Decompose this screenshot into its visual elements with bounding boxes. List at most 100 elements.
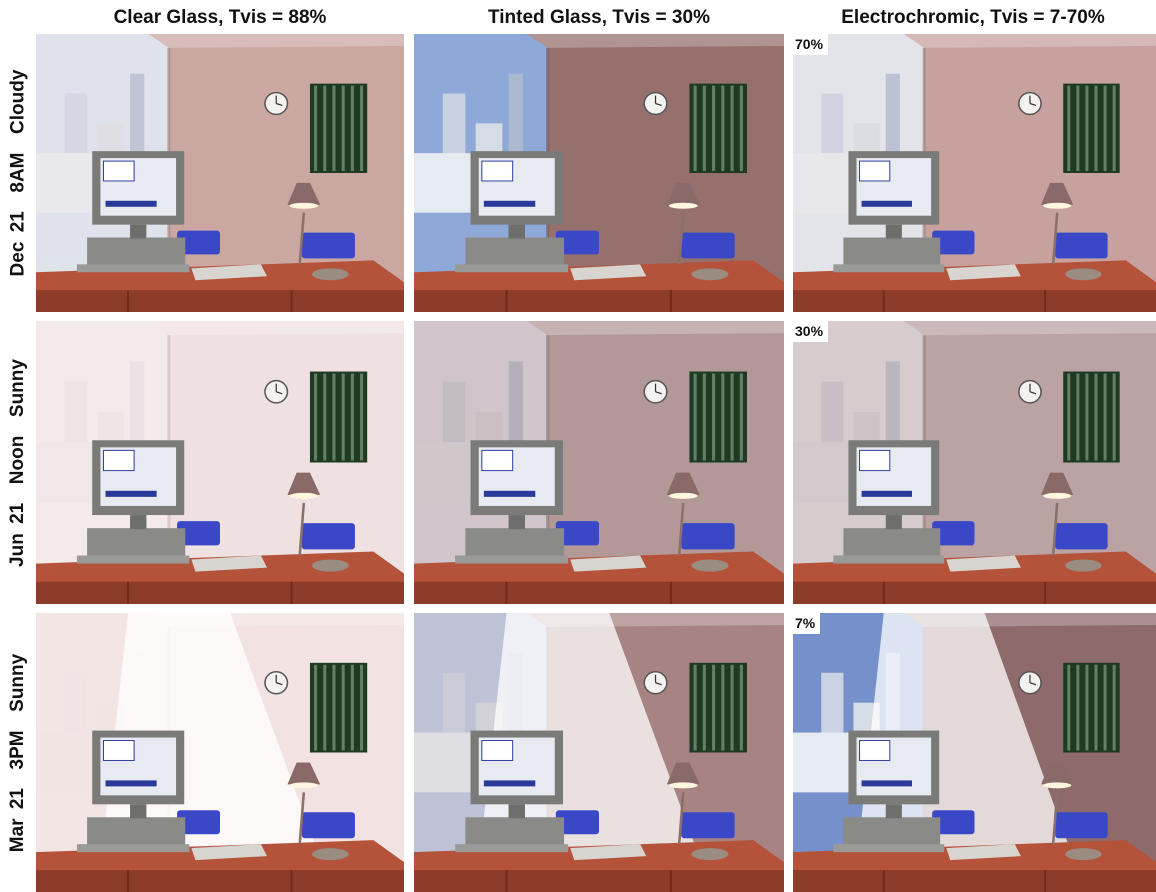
poster-tree [1112, 85, 1116, 172]
clock-hand [276, 391, 283, 395]
office-scene [793, 613, 1156, 892]
forest-poster [309, 662, 368, 753]
office-scene [414, 34, 784, 312]
poster-tree [739, 373, 743, 461]
poster-tree [314, 373, 318, 461]
screen-dialog [859, 449, 891, 472]
computer-case [465, 817, 565, 846]
poster-tree [1085, 85, 1089, 172]
poster-tree [1112, 664, 1116, 751]
chair [932, 810, 975, 835]
screen-window [861, 490, 912, 497]
lamp-shade [1041, 472, 1074, 495]
screen-dialog [859, 160, 891, 182]
poster-tree [341, 664, 345, 751]
poster-tree [332, 373, 336, 461]
papers [570, 844, 647, 861]
keyboard [455, 264, 569, 273]
lamp-shade [666, 182, 700, 205]
desk-front [36, 290, 404, 312]
desk-front [36, 870, 404, 892]
keyboard [455, 844, 569, 853]
row-label-mar-21: Mar 21 3PM Sunny [7, 653, 29, 852]
lamp-light [668, 202, 698, 209]
clock-hand [276, 682, 283, 686]
telephone [691, 848, 729, 861]
poster-tree [314, 664, 318, 751]
lamp-light [668, 492, 698, 499]
desk-front [414, 290, 784, 312]
desk-front [793, 290, 1156, 312]
computer-case [87, 528, 186, 557]
screen-window [861, 200, 912, 207]
screen-window [105, 490, 157, 497]
lamp-shade [287, 182, 321, 205]
monitor-stand [885, 804, 902, 819]
poster-tree [702, 373, 706, 461]
screen-dialog [481, 740, 514, 761]
poster-tree [332, 664, 336, 751]
papers [191, 555, 268, 572]
lamp-shade [666, 762, 700, 785]
office-scene [36, 34, 404, 312]
forest-poster [689, 371, 747, 463]
lamp-light [1043, 492, 1072, 499]
chair [555, 230, 599, 255]
lamp-light [289, 782, 319, 789]
poster-tree [341, 85, 345, 172]
ceiling [903, 321, 1156, 336]
screen-window [861, 780, 912, 787]
tint-level-label: 70% [793, 34, 829, 55]
monitor-stand [885, 224, 902, 239]
poster-tree [314, 85, 318, 172]
desk-front [36, 581, 404, 604]
telephone [312, 559, 349, 572]
poster-tree [341, 373, 345, 461]
lamp-light [668, 782, 698, 789]
chair [301, 232, 355, 259]
lamp-light [1043, 202, 1072, 209]
telephone [691, 559, 729, 572]
desk-front [793, 870, 1156, 892]
forest-poster [689, 662, 747, 753]
lamp-light [289, 202, 319, 209]
chair [555, 810, 599, 835]
desk-front [414, 870, 784, 892]
panel-tinted-jun [414, 321, 784, 604]
poster-tree [360, 85, 364, 172]
clock-hand [655, 102, 662, 107]
poster-tree [360, 373, 364, 461]
poster-tree [721, 373, 725, 461]
lamp-arm [677, 502, 685, 556]
papers [946, 264, 1021, 281]
lamp-arm [677, 212, 685, 265]
telephone [312, 848, 349, 861]
poster-tree [739, 664, 743, 751]
chair [932, 230, 975, 255]
clock-hand [276, 102, 283, 107]
poster-tree [1103, 85, 1107, 172]
monitor-stand [508, 804, 525, 819]
poster-tree [693, 664, 697, 751]
tint-level-label: 30% [793, 321, 829, 342]
poster-tree [1094, 373, 1098, 461]
lamp-shade [1041, 762, 1074, 785]
chair [177, 230, 220, 255]
forest-poster [309, 83, 368, 173]
papers [946, 555, 1021, 572]
lamp-arm [298, 502, 306, 556]
chair [177, 521, 220, 546]
computer-case [465, 237, 565, 266]
screen-dialog [481, 160, 514, 182]
poster-tree [730, 664, 734, 751]
poster-tree [712, 373, 716, 461]
poster-tree [721, 664, 725, 751]
poster-tree [1067, 373, 1071, 461]
forest-poster [309, 371, 368, 463]
telephone [1065, 848, 1102, 861]
lamp-shade [287, 762, 321, 785]
lamp-light [289, 492, 319, 499]
poster-tree [693, 373, 697, 461]
telephone [1065, 268, 1102, 281]
lamp-arm [1051, 502, 1059, 556]
